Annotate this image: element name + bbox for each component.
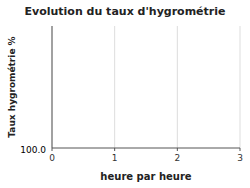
chart-svg: 0 1 2 3 100.0 Evolution du taux d'hygrométrie… [0,0,250,188]
y-axis-label: Taux hygrométrie % [7,36,17,137]
x-tick [114,148,115,151]
plot-area [52,26,240,148]
x-tick-label: 2 [174,153,180,163]
x-axis-line [52,148,240,149]
x-tick [177,148,178,151]
x-tick-label: 3 [237,153,243,163]
grid-line-x [240,26,241,148]
x-tick [52,148,53,151]
x-tick [240,148,241,151]
y-axis-line [52,26,53,148]
grid-line-x [52,26,53,148]
annotation: 100.0 [20,145,46,155]
grid-line-x [177,26,178,148]
chart-title: Evolution du taux d'hygrométrie [25,5,226,18]
chart-container: 0 1 2 3 100.0 Evolution du taux d'hygrométrie… [0,0,250,188]
x-axis-label: heure par heure [100,171,191,182]
grid-line-x [114,26,115,148]
x-tick-label: 1 [112,153,118,163]
x-tick-label: 0 [49,153,55,163]
